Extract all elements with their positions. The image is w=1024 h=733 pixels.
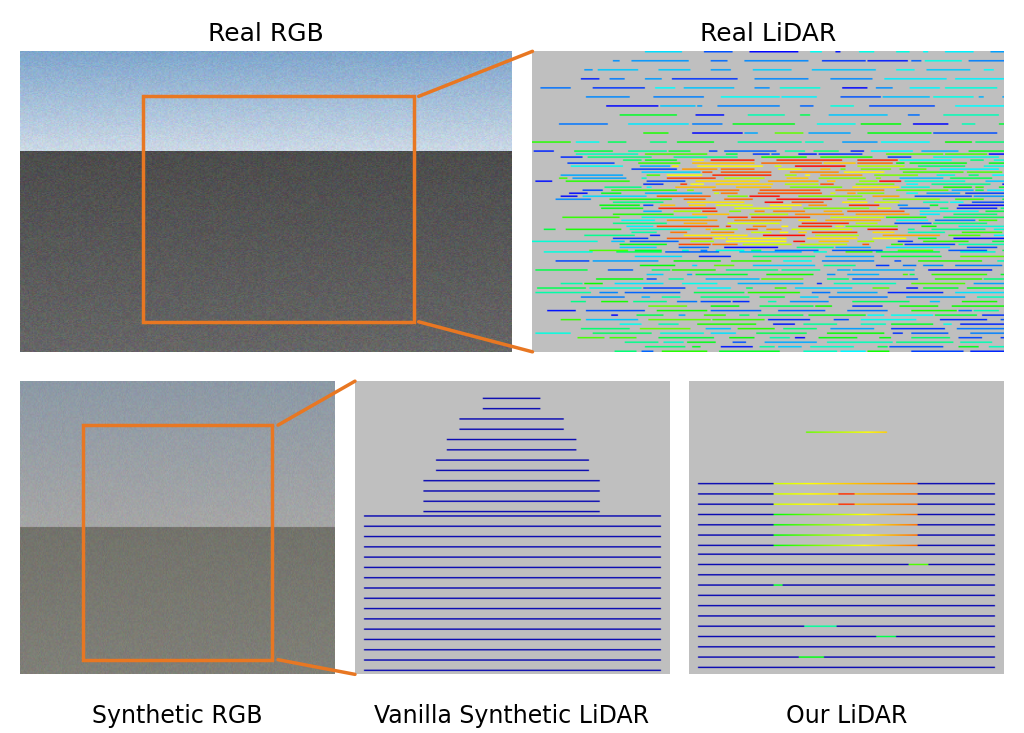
Text: Real LiDAR: Real LiDAR <box>699 22 837 46</box>
Text: Our LiDAR: Our LiDAR <box>785 704 907 728</box>
Text: Vanilla Synthetic LiDAR: Vanilla Synthetic LiDAR <box>375 704 649 728</box>
Text: Synthetic RGB: Synthetic RGB <box>92 704 263 728</box>
Text: Real RGB: Real RGB <box>208 22 325 46</box>
